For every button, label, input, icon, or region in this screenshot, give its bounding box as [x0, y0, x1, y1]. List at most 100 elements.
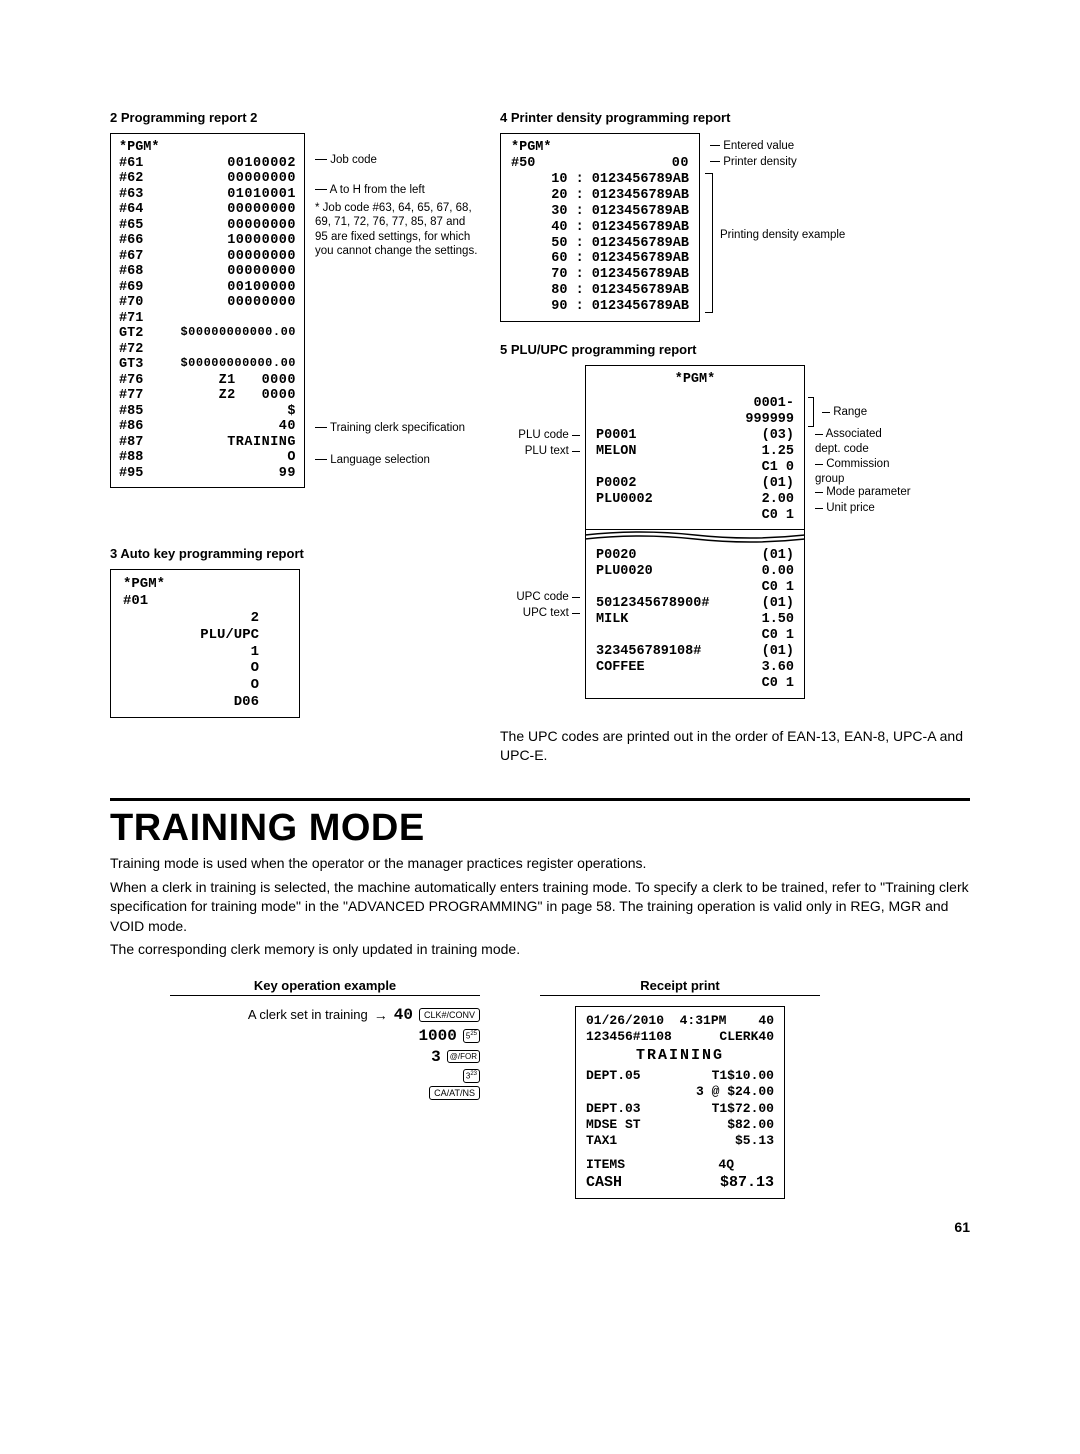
r: (01) — [762, 548, 794, 564]
sec5-box: *PGM* 0001- 999999 P0001(03) MELON1.25 C… — [585, 365, 805, 699]
right-column: 4 Printer density programming report *PG… — [500, 110, 970, 766]
v: $00000000000.00 — [180, 326, 296, 342]
annot-atoh: A to H from the left — [315, 183, 425, 197]
v: Z2 0000 — [219, 388, 296, 404]
r: 1.25 — [762, 444, 794, 460]
receipt-banner: TRAINING — [586, 1047, 774, 1066]
v: 40 — [279, 419, 296, 435]
receipt-box: 01/26/2010 4:31PM40 123456#1108CLERK40 T… — [575, 1006, 785, 1200]
r: 0.00 — [762, 564, 794, 580]
r: #72 — [119, 342, 143, 358]
k1000: 1000 — [418, 1027, 456, 1045]
key-ca: CA/AT/NS — [429, 1086, 480, 1100]
d: 40 : 0123456789AB — [511, 220, 689, 236]
r: #68 — [119, 264, 143, 280]
example-row: Key operation example A clerk set in tra… — [110, 978, 970, 1200]
d: 30 : 0123456789AB — [511, 204, 689, 220]
sec4-val: 00 — [672, 156, 689, 172]
r: #61 — [119, 156, 143, 172]
annot-plucode: PLU code — [500, 428, 580, 442]
v: 00000000 — [227, 264, 296, 280]
l: P0020 — [596, 548, 637, 564]
sec5-header: *PGM* — [675, 372, 716, 388]
r: #88 — [119, 450, 143, 466]
sec4-box: *PGM* #5000 10 : 0123456789AB 20 : 01234… — [500, 133, 700, 322]
r: C1 0 — [762, 460, 794, 476]
r: 1.50 — [762, 612, 794, 628]
annot-upctext: UPC text — [500, 606, 580, 620]
l: P0001 — [596, 428, 637, 444]
r: 3.60 — [762, 660, 794, 676]
v: 00000000 — [227, 249, 296, 265]
l: 5012345678900# — [596, 596, 709, 612]
r: #65 — [119, 218, 143, 234]
r: C0 1 — [762, 676, 794, 692]
r: GT2 — [119, 326, 143, 342]
v: $ — [287, 404, 296, 420]
d: 50 : 0123456789AB — [511, 236, 689, 252]
r: #76 — [119, 373, 143, 389]
r: #63 — [119, 187, 143, 203]
sec2-container: *PGM* #6100100002 #6200000000 #630101000… — [110, 133, 470, 488]
annot-plutext: PLU text — [500, 444, 580, 458]
receipt-col: Receipt print 01/26/2010 4:31PM40 123456… — [540, 978, 820, 1200]
v: $00000000000.00 — [180, 357, 296, 373]
sec5-container: *PGM* 0001- 999999 P0001(03) MELON1.25 C… — [500, 365, 970, 699]
divider-rule — [110, 798, 970, 801]
r: #95 — [119, 466, 143, 482]
sec5-title: 5 PLU/UPC programming report — [500, 342, 970, 357]
l: PLU0020 — [596, 564, 653, 580]
v: 00000000 — [227, 202, 296, 218]
v: 00000000 — [227, 295, 296, 311]
sec2-title: 2 Programming report 2 — [110, 110, 470, 125]
r: (01) — [762, 644, 794, 660]
annot-fixed: * Job code #63, 64, 65, 67, 68, 69, 71, … — [315, 201, 480, 259]
l: PLU/UPC — [123, 627, 259, 644]
page-root: 2 Programming report 2 *PGM* #6100100002… — [110, 110, 970, 1235]
d: 10 : 0123456789AB — [511, 172, 689, 188]
r: C0 1 — [762, 580, 794, 596]
l: MILK — [596, 612, 628, 628]
r: (01) — [762, 476, 794, 492]
r: C0 1 — [762, 628, 794, 644]
k3: 3 — [431, 1048, 441, 1066]
training-body3: The corresponding clerk memory is only u… — [110, 940, 970, 960]
annot-unit: Unit price — [815, 501, 875, 515]
r: 0001- — [753, 396, 794, 412]
keyops-col: Key operation example A clerk set in tra… — [170, 978, 480, 1200]
v: 01010001 — [227, 187, 296, 203]
annot-assoc: Associated dept. code — [815, 427, 905, 456]
annot-mode: Mode parameter — [815, 485, 911, 499]
annot-lang: Language selection — [315, 453, 430, 467]
receipt-title: Receipt print — [540, 978, 820, 996]
r: #64 — [119, 202, 143, 218]
annot-example: Printing density example — [720, 228, 845, 242]
r: #67 — [119, 249, 143, 265]
arrow-icon: → — [374, 1007, 388, 1023]
sec4-container: *PGM* #5000 10 : 0123456789AB 20 : 01234… — [500, 133, 970, 322]
l: P0002 — [596, 476, 637, 492]
key-5: 525 — [463, 1029, 480, 1043]
v: 00000000 — [227, 218, 296, 234]
key-clk: CLK#/CONV — [419, 1008, 480, 1022]
keyops-lines: A clerk set in training → 40 CLK#/CONV 1… — [170, 1006, 480, 1100]
annot-comm: Commission group — [815, 457, 905, 486]
d: 90 : 0123456789AB — [511, 299, 689, 315]
d: 80 : 0123456789AB — [511, 283, 689, 299]
key-3: 323 — [463, 1069, 480, 1083]
r: #69 — [119, 280, 143, 296]
r: C0 1 — [762, 508, 794, 524]
r: #66 — [119, 233, 143, 249]
r: (01) — [762, 596, 794, 612]
top-columns: 2 Programming report 2 *PGM* #6100100002… — [110, 110, 970, 766]
r: 2.00 — [762, 492, 794, 508]
v: 00000000 — [227, 171, 296, 187]
sec4-title: 4 Printer density programming report — [500, 110, 970, 125]
v: O — [287, 450, 296, 466]
d: 20 : 0123456789AB — [511, 188, 689, 204]
left-column: 2 Programming report 2 *PGM* #6100100002… — [110, 110, 470, 766]
sec3-header: *PGM* — [123, 576, 287, 593]
l: 323456789108# — [596, 644, 701, 660]
l: 1 — [123, 644, 259, 661]
d: 70 : 0123456789AB — [511, 267, 689, 283]
